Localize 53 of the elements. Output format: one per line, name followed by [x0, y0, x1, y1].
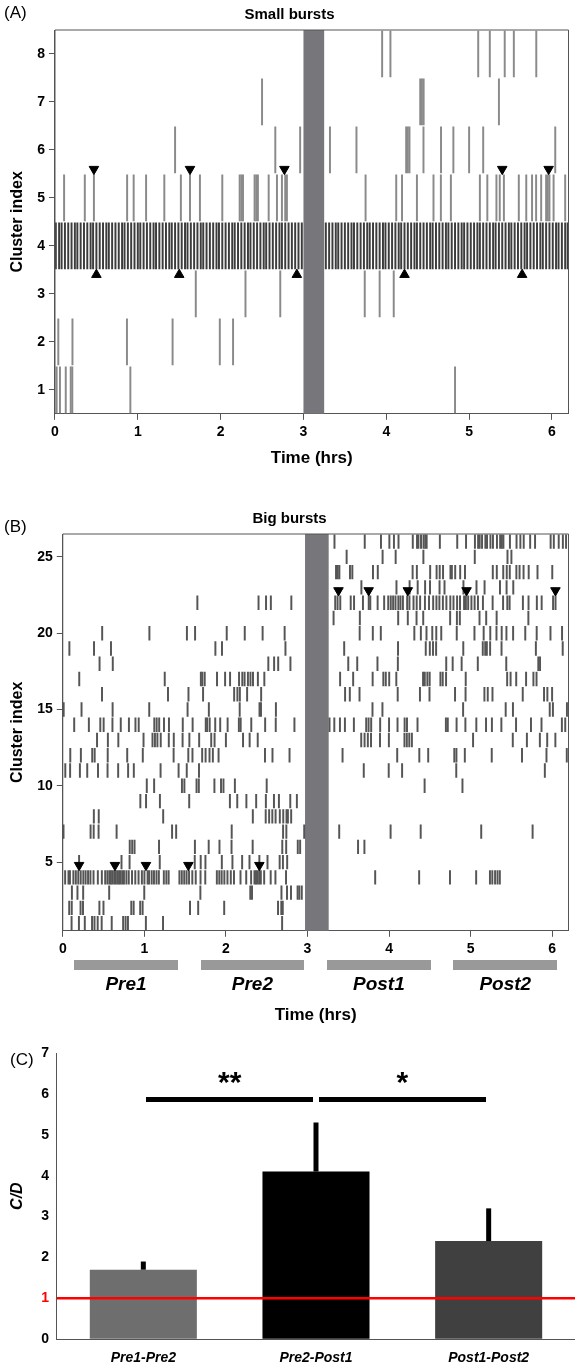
x-tick-label: Pre2-Post1	[279, 1349, 353, 1366]
text: (A)	[4, 3, 27, 22]
y-tick-label: 3	[41, 1207, 50, 1224]
x-tick-label: 2	[216, 423, 225, 440]
text: (C)	[10, 1050, 34, 1069]
y-tick-label: 1	[41, 1289, 50, 1306]
x-tick-label: 4	[385, 940, 394, 957]
y-tick-label: 6	[37, 140, 46, 157]
y-tick-label: 2	[37, 332, 46, 349]
y-tick-label: 4	[37, 236, 46, 253]
y-tick-label: 6	[41, 1084, 50, 1101]
y-axis-title: C/D	[8, 1181, 26, 1210]
x-tick-label: Pre1-Pre2	[110, 1349, 177, 1366]
chart-title: Small bursts	[244, 5, 335, 23]
x-tick-label: 2	[222, 940, 231, 957]
y-tick-label: 4	[41, 1166, 50, 1183]
y-tick-label: 5	[41, 1125, 50, 1142]
x-tick-label: 0	[58, 940, 67, 957]
y-tick-label: 10	[37, 776, 53, 793]
y-tick-label: 5	[37, 188, 46, 205]
annotation: *	[396, 1065, 409, 1099]
y-tick-label: 25	[37, 547, 53, 564]
x-tick-label: Post1-Post2	[448, 1349, 530, 1366]
y-tick-label: 15	[37, 700, 53, 717]
x-tick-label: 3	[303, 940, 312, 957]
text: Post2	[479, 972, 532, 994]
x-tick-label: 6	[548, 423, 557, 440]
text: Pre2	[231, 972, 274, 994]
chart-title: Big bursts	[252, 509, 327, 527]
y-tick-label: 20	[37, 624, 53, 641]
y-axis-title: Cluster index	[8, 171, 26, 273]
y-tick-label: 0	[41, 1330, 50, 1347]
y-tick-label: 7	[41, 1043, 50, 1060]
x-tick-label: 5	[465, 423, 474, 440]
y-axis-title: Cluster index	[8, 681, 26, 784]
y-tick-label: 2	[41, 1248, 50, 1265]
x-tick-label: 5	[466, 940, 475, 957]
annotation: **	[217, 1065, 242, 1099]
text: (B)	[4, 517, 27, 536]
y-tick-label: 7	[37, 92, 46, 109]
text: Pre1	[105, 972, 147, 994]
text: Post1	[352, 972, 405, 994]
y-tick-label: 3	[37, 284, 46, 301]
x-tick-label: 1	[133, 423, 142, 440]
x-axis-title: Time (hrs)	[274, 1005, 357, 1025]
y-tick-label: 5	[44, 852, 53, 869]
x-tick-label: 6	[548, 940, 557, 957]
x-axis-title: Time (hrs)	[270, 448, 353, 468]
x-tick-label: 1	[140, 940, 149, 957]
y-tick-label: 8	[37, 44, 46, 61]
x-tick-label: 4	[382, 423, 391, 440]
y-tick-label: 1	[37, 380, 46, 397]
x-tick-label: 3	[299, 423, 308, 440]
